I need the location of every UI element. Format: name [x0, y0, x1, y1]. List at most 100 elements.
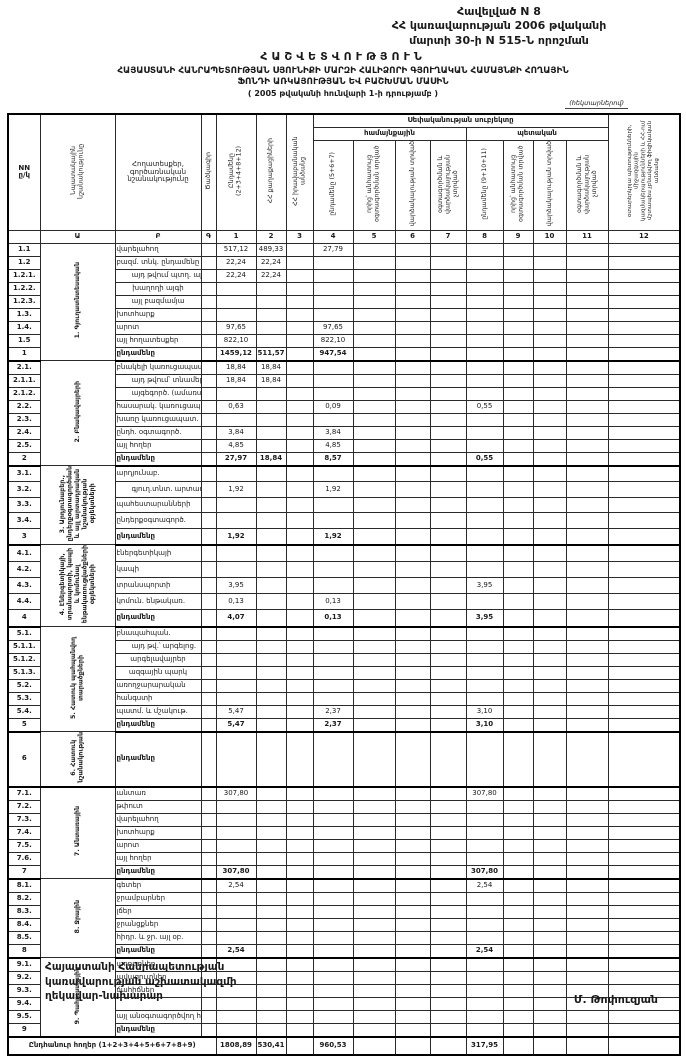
value-cell — [502, 731, 534, 788]
value-cell — [352, 465, 396, 483]
table-row: 9.2. ավազուտներ — [7, 970, 681, 985]
value-cell — [429, 593, 467, 611]
code-cell — [200, 799, 217, 814]
value-cell — [352, 864, 396, 880]
value-cell — [607, 678, 681, 693]
value-cell — [465, 996, 504, 1011]
value-cell — [394, 512, 431, 530]
value-cell — [285, 512, 314, 530]
value-cell — [465, 268, 504, 283]
value-cell — [215, 838, 257, 853]
value-cell — [502, 639, 534, 654]
value-cell — [255, 812, 287, 827]
value-cell — [532, 717, 567, 733]
value-cell — [352, 851, 396, 866]
land-type-label: այլ հողեր — [114, 438, 202, 453]
value-cell — [312, 996, 354, 1011]
row-number: 8.4. — [7, 917, 41, 932]
value-cell — [352, 983, 396, 998]
value-cell — [565, 399, 609, 414]
value-cell — [532, 731, 567, 788]
value-cell — [285, 904, 314, 919]
value-cell — [502, 373, 534, 388]
row-number: 1.4. — [7, 320, 41, 335]
value-cell — [255, 930, 287, 945]
value-cell — [565, 346, 609, 362]
land-type-label: այդ թվում՝ տնամերձ — [114, 373, 202, 388]
col-header-code-text: Ծածկագիր — [204, 152, 212, 190]
land-type-label: թփուտ — [114, 799, 202, 814]
value-cell — [465, 970, 504, 985]
value-cell — [532, 399, 567, 414]
land-type-label: վարելահող — [114, 812, 202, 827]
value-cell — [215, 386, 257, 401]
value-cell — [312, 943, 354, 959]
value-cell — [532, 386, 567, 401]
value-cell: 3,95 — [465, 577, 504, 595]
value-cell — [394, 561, 431, 579]
value-cell — [215, 544, 257, 563]
value-cell — [429, 561, 467, 579]
grand-total-value — [607, 1035, 681, 1056]
value-cell — [502, 864, 534, 880]
value-cell — [215, 465, 257, 483]
value-cell — [285, 812, 314, 827]
value-cell — [565, 838, 609, 853]
value-cell — [465, 333, 504, 348]
land-type-label: այգեգործ. (ամառան.) — [114, 386, 202, 401]
value-cell — [607, 717, 681, 733]
value-cell — [285, 917, 314, 932]
grand-total-row: Ընդհանուր հողեր (1+2+3+4+5+6+7+8+9) 1808,… — [7, 1035, 681, 1056]
signature-line: կառավարության աշխատակազմի — [45, 975, 237, 988]
land-type-label: այլ հողեր — [114, 851, 202, 866]
value-cell: 18,84 — [215, 373, 257, 388]
value-cell — [465, 930, 504, 945]
row-number: 9.4. — [7, 996, 41, 1011]
col-header-foreign: օտարերկրյա պետությունների, միջազգային կա… — [607, 113, 681, 231]
value-cell — [532, 983, 567, 998]
value-cell — [255, 799, 287, 814]
land-type-label: ազգային պարկ — [114, 665, 202, 680]
row-number: 1.5 — [7, 333, 41, 348]
land-type-label: անտառ — [114, 786, 202, 801]
code-cell — [200, 786, 217, 801]
category-label-cell: 5. Հատուկ պահպանվող տարածքների — [39, 626, 116, 733]
value-cell — [532, 438, 567, 453]
value-cell — [565, 864, 609, 880]
value-cell — [565, 970, 609, 985]
value-cell — [352, 943, 396, 959]
value-cell — [607, 639, 681, 654]
value-cell — [352, 544, 396, 563]
value-cell — [532, 930, 567, 945]
code-cell — [200, 891, 217, 906]
value-cell — [352, 717, 396, 733]
value-cell — [607, 294, 681, 309]
value-cell — [352, 639, 396, 654]
value-cell — [394, 891, 431, 906]
value-cell — [255, 917, 287, 932]
value-cell — [312, 577, 354, 595]
value-cell — [215, 851, 257, 866]
value-cell — [465, 373, 504, 388]
value-cell — [429, 281, 467, 296]
value-cell — [215, 812, 257, 827]
code-cell — [200, 320, 217, 335]
value-cell — [255, 577, 287, 595]
value-cell — [312, 465, 354, 483]
value-cell — [465, 731, 504, 788]
value-cell — [532, 838, 567, 853]
value-cell — [255, 864, 287, 880]
value-cell — [565, 593, 609, 611]
value-cell — [255, 731, 287, 788]
value-cell — [255, 465, 287, 483]
land-fund-table: NN ը/կ Նպատակային նշանակությունը Հողատես… — [7, 113, 682, 1056]
value-cell — [502, 996, 534, 1011]
value-cell — [215, 294, 257, 309]
value-cell — [285, 399, 314, 414]
value-cell — [255, 851, 287, 866]
value-cell — [352, 425, 396, 440]
value-cell — [429, 1022, 467, 1038]
value-cell — [532, 242, 567, 257]
value-cell — [607, 438, 681, 453]
value-cell — [565, 561, 609, 579]
